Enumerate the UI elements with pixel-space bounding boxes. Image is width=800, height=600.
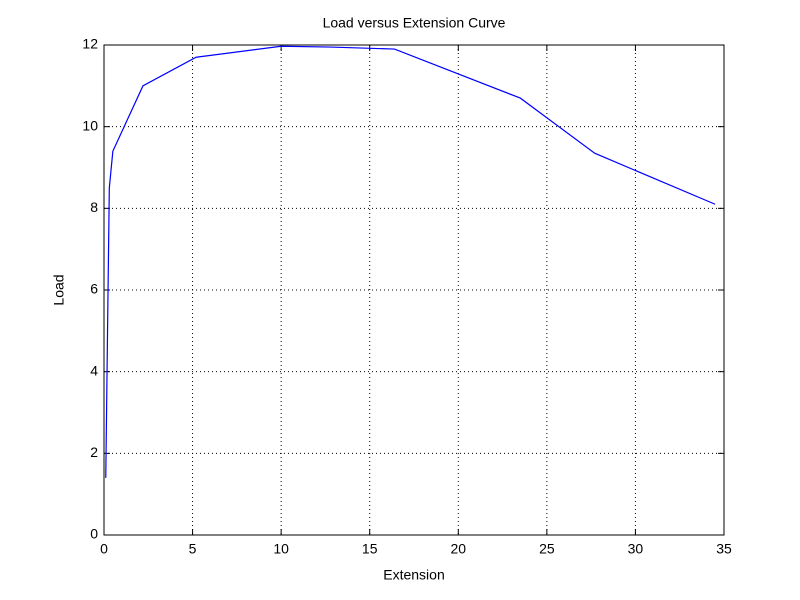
data-line: [105, 45, 716, 478]
x-tick-label: 10: [273, 541, 289, 557]
x-tick-label: 35: [716, 541, 732, 557]
y-tick-label: 8: [90, 199, 98, 215]
x-axis-label: Extension: [383, 567, 444, 583]
plot-frame: [103, 44, 725, 536]
x-tick-label: 25: [539, 541, 555, 557]
x-tick-label: 15: [362, 541, 378, 557]
y-tick-label: 6: [90, 281, 98, 297]
y-tick-label: 2: [90, 444, 98, 460]
chart-title: Load versus Extension Curve: [323, 15, 506, 31]
x-tick-label: 0: [100, 541, 108, 557]
x-tick-label: 20: [450, 541, 466, 557]
y-tick-label: 10: [82, 117, 98, 133]
y-tick-label: 0: [90, 526, 98, 542]
x-tick-label: 30: [628, 541, 644, 557]
y-axis-label: Load: [51, 274, 67, 305]
x-tick-label: 5: [189, 541, 197, 557]
y-tick-label: 4: [90, 362, 98, 378]
y-tick-label: 12: [82, 36, 98, 52]
